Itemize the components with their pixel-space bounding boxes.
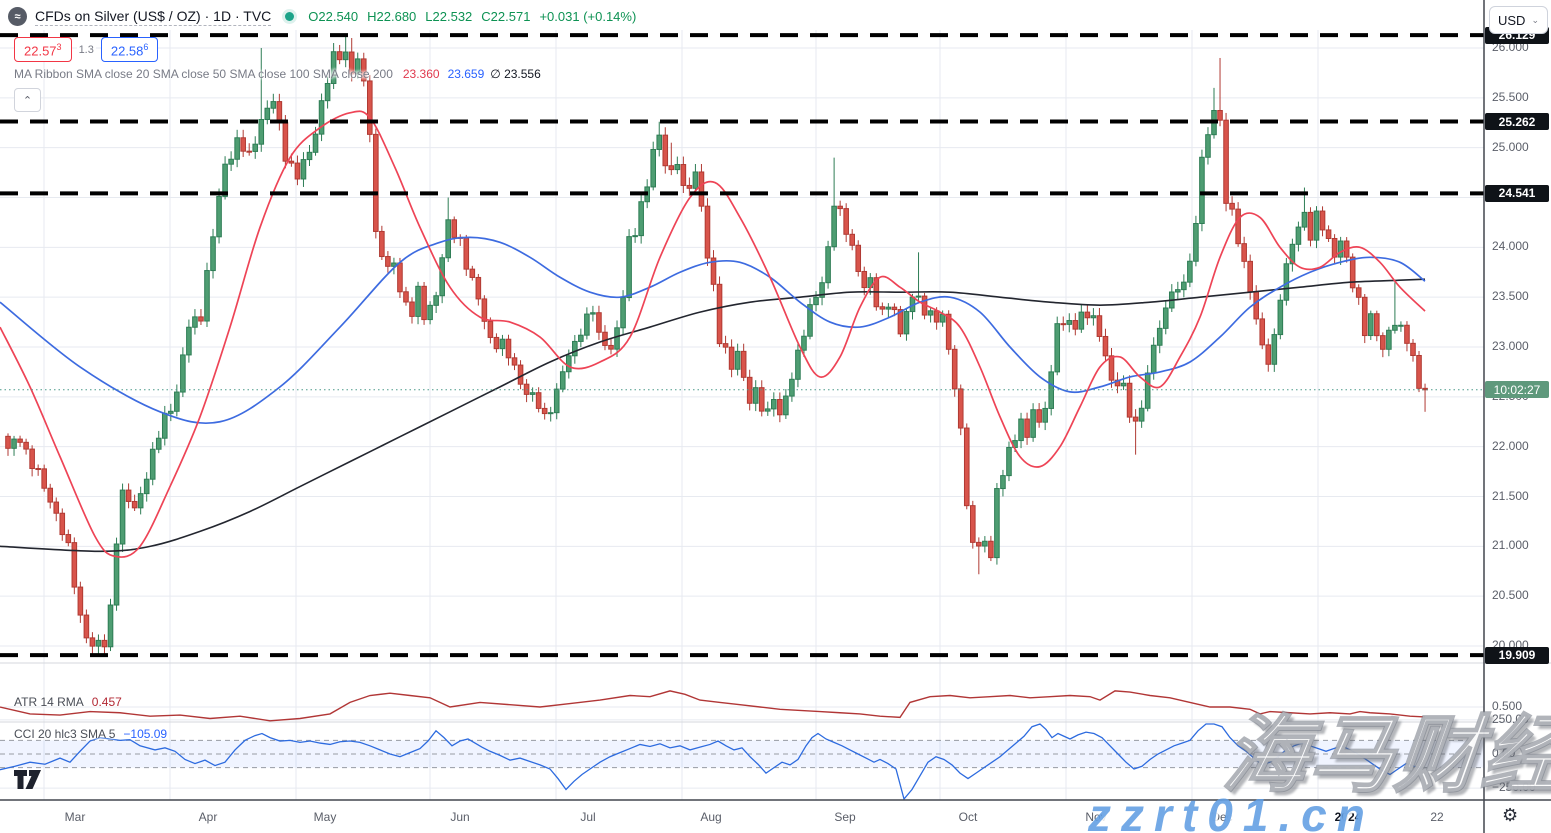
symbol-title[interactable]: CFDs on Silver (US$ / OZ) · 1D · TVC <box>35 7 272 26</box>
bid-ask-panel: 22.573 1.3 22.586 <box>14 37 159 63</box>
currency-selector[interactable]: USD ⌄ <box>1489 6 1548 34</box>
time-axis-label: Apr <box>198 810 218 824</box>
cci-tick-label: −250.00 <box>1492 780 1536 795</box>
ma-average-value: ∅ 23.556 <box>490 67 541 81</box>
exchange-label: TVC <box>243 7 272 24</box>
currency-value: USD <box>1498 12 1526 28</box>
high-value: H22.680 <box>367 9 417 24</box>
sell-button[interactable]: 22.573 <box>14 37 72 63</box>
atr-tick-label: 0.500 <box>1492 699 1523 713</box>
time-axis-label: Sep <box>834 810 856 824</box>
atr-value: 0.457 <box>91 695 122 709</box>
time-axis-label: May <box>313 810 337 824</box>
chevron-down-icon: ⌄ <box>1531 14 1539 25</box>
price-tick-label: 25.500 <box>1492 89 1529 104</box>
price-tick-label: 21.500 <box>1492 488 1529 503</box>
ma-ribbon-params: MA Ribbon SMA close 20 SMA close 50 SMA … <box>14 67 393 81</box>
price-tick-label: 23.000 <box>1492 339 1529 353</box>
close-value: C22.571 <box>481 9 531 24</box>
market-open-dot-icon <box>285 12 295 21</box>
time-axis-label: Aug <box>700 810 722 824</box>
time-axis-label: Jun <box>450 810 470 824</box>
chart-header: ≈ CFDs on Silver (US$ / OZ) · 1D · TVC O… <box>8 7 636 26</box>
change-value: +0.031 (+0.14%) <box>539 9 637 24</box>
price-level-badge: 25.262 <box>1485 113 1549 131</box>
price-tick-label: 20.500 <box>1492 588 1529 603</box>
price-level-badge: 19.909 <box>1485 646 1549 664</box>
time-axis-label: Dec <box>1211 810 1233 824</box>
open-value: O22.540 <box>308 9 359 24</box>
price-tick-label: 21.000 <box>1492 538 1529 553</box>
cci-tick-label: 250.00 <box>1492 711 1529 726</box>
sma50-value: 23.659 <box>447 67 485 81</box>
time-axis-label: Oct <box>958 810 978 824</box>
countdown-badge: 10:02:27 <box>1485 381 1549 399</box>
cci-value: −105.09 <box>123 727 168 741</box>
sma20-value: 23.360 <box>402 67 440 81</box>
price-tick-label: 24.000 <box>1492 239 1529 254</box>
buy-button[interactable]: 22.586 <box>100 37 159 63</box>
time-axis-label: Mar <box>64 810 86 824</box>
ohlc-values: O22.540 H22.680 L22.532 C22.571 +0.031 (… <box>308 9 636 24</box>
cci-legend[interactable]: CCI 20 hlc3 SMA 5 −105.09 <box>14 727 168 741</box>
gear-icon[interactable]: ⚙ <box>1502 805 1519 825</box>
cci-tick-label: 0.00 <box>1492 746 1516 760</box>
exchange-logo-icon: ≈ <box>8 7 27 26</box>
ma-ribbon-legend[interactable]: MA Ribbon SMA close 20 SMA close 50 SMA … <box>14 67 541 81</box>
time-axis-label: Jul <box>580 810 596 824</box>
url-watermark: zzrt01.cn <box>1088 789 1375 833</box>
price-tick-label: 23.500 <box>1492 289 1529 304</box>
time-axis-label: 2024 <box>1334 810 1362 824</box>
time-axis-label: 22 <box>1430 810 1444 824</box>
spread-value: 1.3 <box>76 43 96 56</box>
tradingview-logo-icon[interactable] <box>14 770 48 790</box>
interval-label: 1D <box>213 7 232 24</box>
price-level-badge: 24.541 <box>1485 184 1549 202</box>
time-axis-label: Nov <box>1085 810 1107 824</box>
atr-legend[interactable]: ATR 14 RMA 0.457 <box>14 695 122 709</box>
collapse-legend-button[interactable]: ⌃ <box>14 88 41 112</box>
price-tick-label: 22.000 <box>1492 438 1529 453</box>
price-tick-label: 25.000 <box>1492 139 1529 154</box>
low-value: L22.532 <box>425 9 473 24</box>
